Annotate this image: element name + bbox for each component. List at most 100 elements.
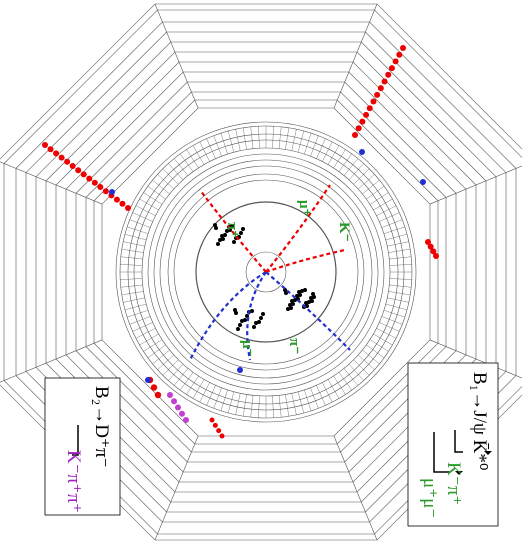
cell: [316, 139, 325, 159]
decay-box-2: B₂→D⁺π⁻ K⁻π⁺π⁺: [45, 378, 120, 515]
hit: [359, 119, 365, 125]
cell: [121, 257, 143, 259]
hit: [109, 189, 115, 195]
cell: [136, 328, 156, 338]
cell: [258, 396, 259, 418]
hit: [312, 295, 316, 299]
cell: [140, 334, 159, 345]
decay-product: K⁻π⁺π⁺: [63, 450, 84, 513]
hit: [59, 155, 65, 161]
hit: [289, 306, 293, 310]
hit: [216, 428, 221, 433]
hit: [214, 226, 218, 230]
hit: [179, 411, 185, 417]
cell: [349, 364, 364, 380]
track-label: π⁻: [286, 338, 302, 354]
hit: [385, 72, 391, 78]
hit: [103, 188, 109, 194]
hit: [81, 171, 87, 177]
hit: [241, 227, 245, 231]
cell: [354, 360, 370, 376]
cell: [328, 379, 339, 398]
decay-product: K⁻π⁺: [443, 462, 464, 505]
hit: [237, 367, 243, 373]
hit: [374, 92, 380, 98]
cell: [127, 310, 148, 317]
hit: [42, 142, 48, 148]
cell: [386, 234, 407, 240]
cell: [120, 264, 142, 265]
hit: [151, 384, 157, 390]
cell: [358, 355, 374, 370]
hit: [64, 159, 70, 165]
hit: [389, 65, 395, 71]
cell: [122, 291, 144, 294]
hit: [114, 197, 120, 203]
cell: [158, 355, 174, 370]
cell: [163, 169, 179, 185]
cell: [133, 213, 153, 222]
cell: [221, 390, 228, 411]
cell: [379, 322, 399, 331]
cell: [251, 395, 253, 417]
hit: [393, 58, 399, 64]
cell: [390, 278, 412, 279]
cell: [258, 126, 259, 148]
cell: [376, 206, 396, 216]
track-labels: μ⁺ μ⁻ π⁺ K⁻ π⁻: [224, 200, 352, 357]
cell: [382, 220, 403, 228]
cell: [379, 213, 399, 222]
cell: [123, 298, 145, 303]
cell: [322, 142, 332, 162]
hit: [252, 325, 256, 329]
cell: [193, 146, 204, 165]
cell: [279, 395, 281, 417]
hit: [259, 316, 263, 320]
hit: [378, 85, 384, 91]
cell: [382, 316, 403, 324]
hit: [145, 377, 151, 383]
cell: [163, 360, 179, 376]
hit: [352, 132, 358, 138]
cell: [279, 127, 281, 149]
hit: [396, 52, 402, 58]
cell: [386, 304, 407, 310]
hit: [303, 288, 307, 292]
cell: [136, 206, 156, 216]
hit: [243, 318, 247, 322]
cell: [388, 249, 410, 252]
hit: [298, 293, 302, 297]
decay-product: μ⁺μ⁻: [419, 478, 440, 518]
cell: [125, 234, 146, 240]
hit: [75, 167, 81, 173]
hit: [261, 312, 265, 316]
hit: [48, 146, 54, 152]
cell: [133, 322, 153, 331]
hit: [97, 184, 103, 190]
cell: [304, 390, 311, 411]
track-label: μ⁺: [296, 200, 312, 217]
cell: [214, 136, 222, 157]
cell: [358, 174, 374, 189]
cell: [236, 393, 241, 415]
cell: [121, 285, 143, 287]
cell: [140, 199, 159, 210]
event-display: μ⁺ μ⁻ π⁺ K⁻ π⁻ B₁→J/ψ K̄*⁰ K⁻π⁺ μ⁺μ⁻ B₂→…: [0, 0, 522, 546]
hit: [363, 112, 369, 118]
hit: [210, 418, 215, 423]
hit: [359, 149, 365, 155]
hit: [257, 320, 261, 324]
decay-box-1: B₁→J/ψ K̄*⁰ K⁻π⁺ μ⁺μ⁻: [408, 363, 498, 526]
hit: [183, 417, 189, 423]
hit: [382, 78, 388, 84]
hit: [433, 253, 439, 259]
cell: [243, 128, 246, 150]
hit: [213, 423, 218, 428]
hit: [167, 392, 173, 398]
cell: [158, 174, 174, 189]
cell: [251, 127, 253, 149]
hit: [420, 179, 426, 185]
track: [266, 272, 350, 350]
cell: [168, 164, 183, 180]
cell: [130, 220, 151, 228]
